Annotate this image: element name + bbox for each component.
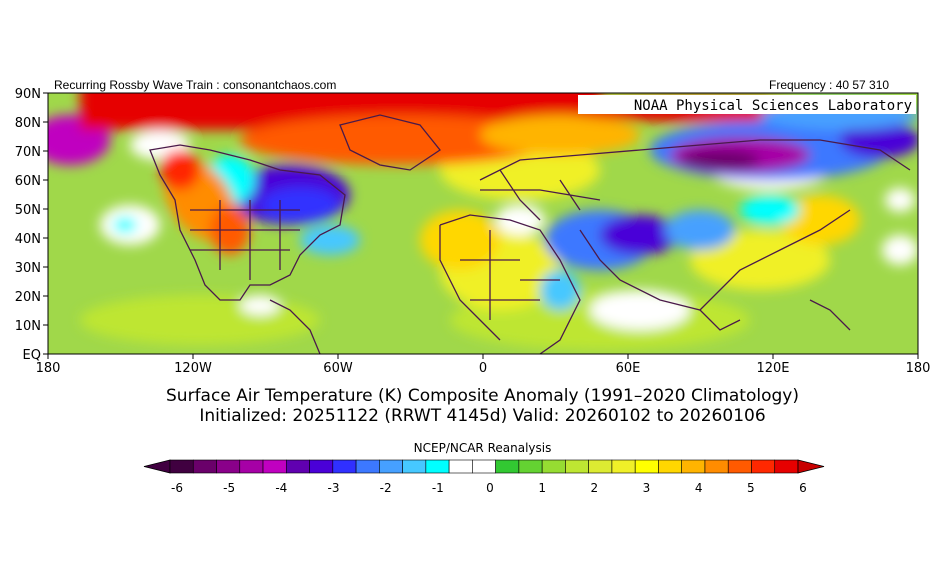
colorbar-swatch [192, 459, 217, 474]
colorbar-swatch [169, 459, 194, 474]
colorbar-label: -2 [380, 481, 392, 495]
colorbar-label: 1 [538, 481, 546, 495]
colorbar-swatch [239, 459, 264, 474]
colorbar-swatch [727, 459, 752, 474]
colorbar-label: -1 [432, 481, 444, 495]
colorbar-swatch [588, 459, 613, 474]
colorbar-swatch [285, 459, 310, 474]
colorbar-label: 6 [799, 481, 807, 495]
colorbar-swatch [472, 459, 496, 474]
colorbar-label: -6 [171, 481, 183, 495]
colorbar-label: 3 [643, 481, 651, 495]
colorbar-label: 2 [591, 481, 599, 495]
header-right-text: Frequency : 40 57 310 [769, 78, 890, 92]
colorbar-swatch [634, 459, 659, 474]
colorbar-label: 5 [747, 481, 755, 495]
y-tick-label: 50N [15, 203, 41, 218]
colorbar-swatch [216, 459, 241, 474]
colorbar-title: NCEP/NCAR Reanalysis [413, 441, 552, 455]
coastlines [149, 114, 911, 354]
lab-label: NOAA Physical Sciences Laboratory [634, 98, 912, 114]
y-tick-label: 70N [15, 145, 41, 160]
y-tick-label: 20N [15, 290, 41, 305]
y-tick-label: 80N [15, 116, 41, 131]
colorbar-swatch [774, 459, 799, 474]
colorbar-swatch [425, 459, 450, 474]
colorbar: -6 -5 -4 -3 -2 -1 0 1 2 3 4 5 6 [143, 459, 825, 495]
colorbar-arrow-right [797, 459, 825, 474]
y-tick-label: 30N [15, 261, 41, 276]
x-tick-label: 180 [906, 361, 930, 376]
colorbar-swatch [402, 459, 427, 474]
x-tick-label: 60W [323, 361, 353, 376]
colorbar-swatch [379, 459, 403, 474]
title-line-2: Initialized: 20251122 (RRWT 4145d) Valid… [199, 406, 766, 426]
colorbar-label: -4 [275, 481, 287, 495]
colorbar-swatch [518, 459, 543, 474]
colorbar-swatch [262, 459, 287, 474]
x-tick-label: 60E [616, 361, 641, 376]
title-line-1: Surface Air Temperature (K) Composite An… [166, 386, 799, 406]
colorbar-swatch [309, 459, 334, 474]
colorbar-swatch [565, 459, 589, 474]
y-tick-label: 60N [15, 174, 41, 189]
x-tick-label: 120W [174, 361, 212, 376]
colorbar-swatch [611, 459, 636, 474]
y-tick-label: 10N [15, 319, 41, 334]
colorbar-swatch [704, 459, 729, 474]
x-axis: 180 120W 60W 0 60E 120E 180 [36, 354, 930, 376]
colorbar-label: -5 [223, 481, 235, 495]
y-tick-label: EQ [23, 348, 41, 363]
colorbar-swatch [495, 459, 520, 474]
lab-box [578, 95, 916, 114]
y-tick-label: 90N [15, 87, 41, 102]
colorbar-label: 0 [486, 481, 494, 495]
colorbar-label: -3 [328, 481, 340, 495]
y-tick-label: 40N [15, 232, 41, 247]
colorbar-swatch [448, 459, 473, 474]
header-left-text: Recurring Rossby Wave Train : consonantc… [54, 78, 337, 92]
colorbar-swatch [751, 459, 776, 474]
colorbar-arrow-left [143, 459, 171, 474]
colorbar-swatch [355, 459, 380, 474]
x-tick-label: 0 [479, 361, 487, 376]
x-tick-label: 120E [756, 361, 789, 376]
colorbar-swatch [658, 459, 683, 474]
anomaly-field [48, 93, 918, 354]
x-tick-label: 180 [36, 361, 61, 376]
colorbar-swatch [681, 459, 706, 474]
y-axis: 90N 80N 70N 60N 50N 40N 30N 20N 10N EQ [15, 87, 48, 363]
colorbar-label: 4 [695, 481, 703, 495]
colorbar-swatch [332, 459, 357, 474]
colorbar-swatch [541, 459, 566, 474]
